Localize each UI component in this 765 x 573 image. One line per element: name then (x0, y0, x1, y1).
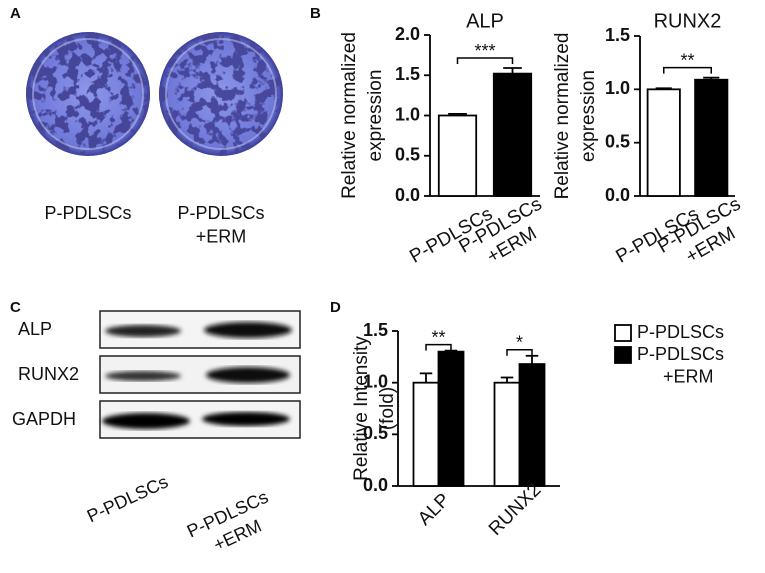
y-tick-label: 0.0 (363, 475, 388, 495)
y-tick-label: 1.5 (363, 320, 388, 340)
legend-swatch (614, 324, 632, 342)
legend-label: P-PDLSCs (637, 322, 724, 342)
dish-image (159, 32, 283, 156)
caption: P-PDLSCs +ERM (177, 203, 264, 246)
bar (492, 72, 533, 197)
lane-label: P-PDLSCs+ERM (184, 486, 281, 562)
bar (493, 381, 521, 487)
x-tick-label: P-PDLSCs+ERM (456, 194, 557, 278)
bar (437, 350, 465, 487)
y-tick-label: 0.5 (395, 145, 420, 165)
significance-bracket (506, 349, 533, 356)
y-axis-label: expression (578, 70, 599, 162)
significance-label: ** (680, 50, 694, 70)
panel-label: C (10, 299, 21, 316)
x-tick-label: P-PDLSCs+ERM (654, 194, 755, 278)
row-label: ALP (18, 319, 52, 339)
y-axis-label: Relative normalized (552, 33, 573, 200)
y-tick-label: 0.0 (395, 185, 420, 205)
y-tick-label: 1.5 (605, 25, 630, 45)
bar (518, 363, 546, 487)
significance-label: ** (431, 327, 445, 347)
y-axis-label: Relative normalized (339, 32, 360, 199)
x-tick-label: RUNX2 (485, 479, 545, 539)
caption: P-PDLSCs (44, 203, 131, 223)
y-tick-label: 1.0 (363, 371, 388, 391)
panel-label: A (10, 5, 21, 22)
bar (694, 78, 729, 197)
y-tick-label: 0.5 (363, 423, 388, 443)
y-tick-label: 2.0 (395, 24, 420, 44)
panel-label: D (330, 299, 341, 316)
y-tick-label: 0.5 (605, 131, 630, 151)
y-axis-label: (fold) (377, 387, 398, 430)
legend-label: P-PDLSCs +ERM (637, 344, 724, 387)
significance-bracket (425, 343, 452, 351)
row-label: GAPDH (12, 409, 76, 429)
y-tick-label: 1.0 (395, 104, 420, 124)
significance-label: *** (474, 41, 495, 61)
y-axis-label: Relative Intensity (351, 336, 372, 481)
chart-title: ALP (466, 10, 504, 32)
y-tick-label: 1.5 (395, 64, 420, 84)
row-label: RUNX2 (18, 364, 79, 384)
bar (646, 88, 681, 197)
chart-title: RUNX2 (654, 10, 722, 32)
significance-bracket (663, 66, 712, 74)
bar (437, 114, 478, 197)
western-blot (99, 310, 301, 439)
y-tick-label: 1.0 (605, 78, 630, 98)
significance-label: * (516, 333, 523, 353)
bar (412, 381, 440, 487)
significance-bracket (456, 57, 514, 65)
lane-label: P-PDLSCs (84, 471, 171, 526)
x-tick-label: ALP (414, 490, 454, 530)
panel-label: B (310, 5, 321, 22)
y-axis-label: expression (365, 70, 386, 162)
legend-swatch (614, 346, 632, 364)
y-tick-label: 0.0 (605, 185, 630, 205)
dish-image (26, 32, 150, 156)
